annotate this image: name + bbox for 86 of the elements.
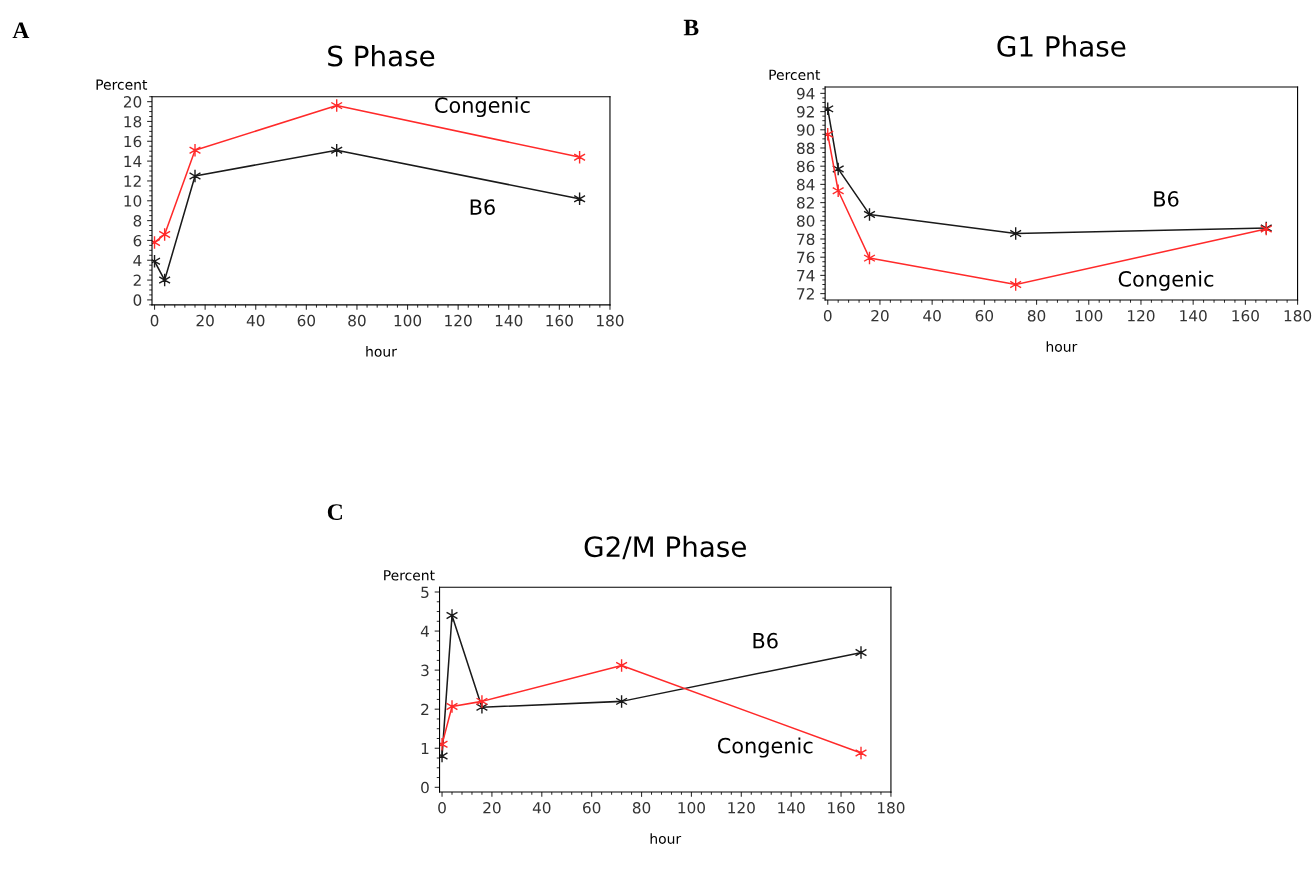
y-tick-label: 78 [797, 233, 815, 246]
x-tick-label: 80 [348, 314, 366, 327]
series-label: B6 [1154, 191, 1179, 207]
y-tick-label: 4 [133, 254, 142, 267]
x-tick-label: 120 [1128, 309, 1155, 322]
chart-title: S Phase [328, 45, 435, 67]
series-label: B6 [753, 632, 778, 649]
y-tick-label: 0 [421, 781, 429, 794]
y-tick-label: 18 [124, 115, 142, 128]
chart-title: G1 Phase [997, 35, 1126, 57]
x-tick-label: 80 [1027, 309, 1046, 322]
point [188, 169, 202, 183]
x-axis-title: hour [650, 833, 682, 844]
point [445, 608, 459, 623]
x-tick-label: 140 [495, 314, 523, 327]
x-tick-label: 140 [778, 801, 805, 814]
x-tick-label: 60 [297, 314, 316, 327]
x-axis-title: hour [1046, 341, 1078, 352]
x-tick-label: 180 [597, 314, 624, 327]
x-tick-label: 100 [394, 314, 422, 327]
x-tick-label: 140 [1180, 309, 1207, 322]
y-tick-label: 12 [124, 175, 141, 187]
series-label: Congenic [435, 96, 530, 118]
y-tick-label: 2 [421, 703, 429, 715]
x-tick-label: 160 [1232, 309, 1259, 322]
x-tick-label: 120 [728, 801, 755, 814]
y-tick-label: 92 [796, 106, 814, 118]
point [475, 694, 489, 709]
y-tick-label: 0 [133, 294, 142, 306]
point [832, 183, 845, 198]
series-label: B6 [470, 199, 495, 215]
series-label: Congenic [1118, 270, 1214, 291]
y-tick-label: 3 [421, 664, 429, 677]
y-tick-label: 5 [421, 586, 429, 599]
text: A [12, 22, 30, 39]
y-tick-label: 84 [797, 178, 815, 191]
x-tick-label: 40 [246, 314, 265, 327]
y-tick-label: 82 [797, 197, 814, 209]
x-tick-label: 20 [196, 314, 214, 327]
y-tick-label: 94 [796, 87, 815, 100]
y-tick-label: 86 [797, 160, 815, 173]
x-tick-label: 160 [546, 314, 573, 327]
x-tick-label: 160 [828, 801, 855, 814]
y-tick-label: 20 [123, 96, 142, 108]
y-tick-label: 74 [797, 270, 815, 282]
x-tick-label: 0 [438, 801, 446, 814]
y-tick-label: 14 [124, 155, 142, 167]
y-tick-label: 72 [797, 288, 814, 300]
x-tick-label: 100 [678, 801, 705, 814]
y-axis-title: Percent [96, 79, 148, 90]
y-tick-label: 6 [133, 234, 142, 247]
series-label: Congenic [717, 737, 813, 758]
x-tick-label: 120 [445, 314, 472, 327]
text: B [683, 19, 699, 36]
x-tick-label: 180 [878, 801, 905, 814]
x-tick-label: 180 [1284, 309, 1312, 322]
x-tick-label: 40 [923, 309, 941, 322]
x-tick-label: 100 [1075, 309, 1103, 322]
point [854, 745, 868, 760]
y-tick-label: 76 [797, 251, 815, 264]
y-axis-title: Percent [384, 570, 435, 581]
y-tick-label: 4 [420, 625, 429, 637]
x-tick-label: 20 [483, 801, 501, 814]
y-tick-label: 8 [133, 215, 142, 227]
point [188, 143, 202, 158]
point [445, 699, 459, 714]
x-tick-label: 80 [632, 801, 651, 814]
x-tick-label: 40 [532, 801, 551, 814]
y-tick-label: 2 [133, 274, 141, 286]
y-tick-label: 90 [796, 124, 815, 136]
x-axis-title: hour [366, 346, 397, 357]
y-axis-title: Percent [769, 69, 821, 81]
y-tick-label: 80 [797, 215, 815, 227]
text: C [327, 504, 342, 521]
point [854, 645, 868, 660]
y-tick-label: 1 [421, 742, 429, 755]
x-tick-label: 20 [871, 309, 889, 322]
x-tick-label: 0 [823, 309, 832, 322]
x-tick-label: 60 [583, 801, 601, 814]
chart-title: G2/M Phase [584, 535, 746, 560]
point [832, 161, 845, 176]
x-tick-label: 60 [975, 309, 994, 322]
y-tick-label: 16 [124, 135, 142, 148]
y-tick-label: 88 [797, 142, 815, 155]
x-tick-label: 0 [150, 314, 159, 327]
y-tick-label: 10 [124, 195, 142, 207]
